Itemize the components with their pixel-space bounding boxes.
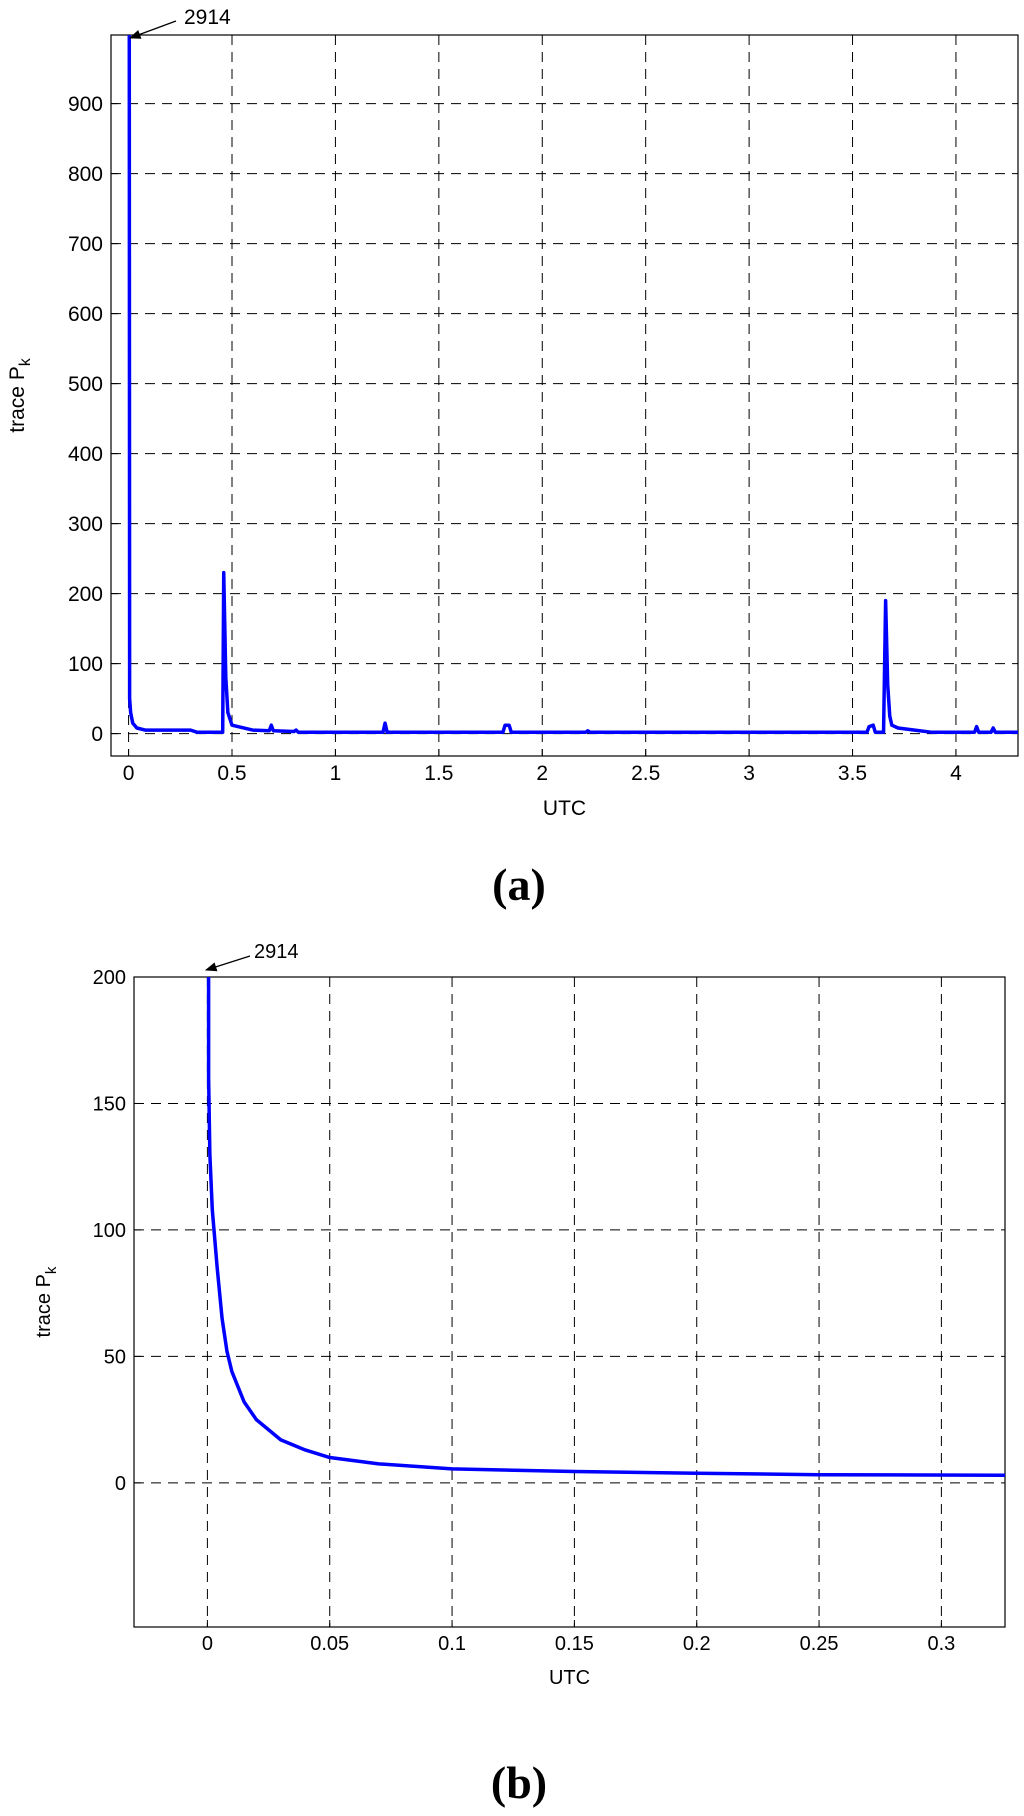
y-axis-label: trace Pk (33, 1266, 60, 1337)
plot-frame (110, 34, 1019, 757)
x-tick-label: 3 (743, 762, 755, 785)
y-tick-label: 200 (93, 967, 126, 989)
annotation: 2914 (254, 941, 299, 963)
y-tick-label: 900 (68, 93, 103, 116)
annotation: 2914 (184, 6, 231, 29)
x-tick-label: 1.5 (424, 762, 453, 785)
y-tick-label: 100 (68, 653, 103, 676)
x-tick-label: 4 (950, 762, 962, 785)
y-tick-label: 300 (68, 513, 103, 536)
panel-label: (b) (491, 1757, 547, 1808)
x-tick-label: 0 (202, 1633, 213, 1655)
y-axis-label: trace Pk (6, 358, 34, 433)
plot-area (111, 35, 1018, 756)
panel-label: (a) (492, 859, 546, 910)
annotation-arrow (128, 20, 177, 39)
y-tick-label: 0 (91, 723, 103, 746)
x-tick-label: 0.3 (927, 1633, 955, 1655)
x-tick-label: 1 (330, 762, 342, 785)
x-tick-label: 2.5 (631, 762, 660, 785)
x-tick-label: 0 (123, 762, 135, 785)
y-tick-label: 100 (93, 1220, 126, 1242)
x-tick-label: 3.5 (838, 762, 867, 785)
y-tick-label: 150 (93, 1093, 126, 1115)
x-axis-label: UTC (543, 797, 586, 820)
x-tick-label: 0.05 (310, 1633, 349, 1655)
y-tick-label: 800 (68, 163, 103, 186)
plot-area (134, 977, 1005, 1627)
y-tick-label: 50 (104, 1346, 126, 1368)
y-tick-label: 200 (68, 583, 103, 606)
y-tick-label: 600 (68, 303, 103, 326)
x-tick-label: 2 (536, 762, 548, 785)
y-axis-label-main: trace P (33, 1274, 55, 1337)
y-axis-label-main: trace P (6, 366, 29, 433)
y-tick-label: 700 (68, 233, 103, 256)
chart: 0 0.5 1 1.5 2 2.5 3 3.5 4 0 100 200 300 400 500 600 700 8… (6, 6, 1019, 820)
x-tick-label: 0.5 (217, 762, 246, 785)
y-tick-label: 400 (68, 443, 103, 466)
data-line (206, 977, 1005, 1477)
x-axis-label: UTC (549, 1667, 590, 1689)
y-tick-label: 500 (68, 373, 103, 396)
annotation-arrow (204, 955, 251, 972)
y-axis-label-subscript: k (17, 358, 34, 366)
x-tick-label: 0.25 (800, 1633, 839, 1655)
data-line (127, 35, 1018, 734)
y-axis-label-subscript: k (43, 1266, 60, 1274)
x-tick-label: 0.15 (555, 1633, 594, 1655)
chart: 0 0.05 0.1 0.15 0.2 0.25 0.3 0 50 100 150 200 2914 UT… (33, 941, 1006, 1689)
x-tick-label: 0.2 (683, 1633, 711, 1655)
x-tick-label: 0.1 (438, 1633, 466, 1655)
y-tick-label: 0 (115, 1473, 126, 1495)
plot-frame (133, 976, 1006, 1628)
